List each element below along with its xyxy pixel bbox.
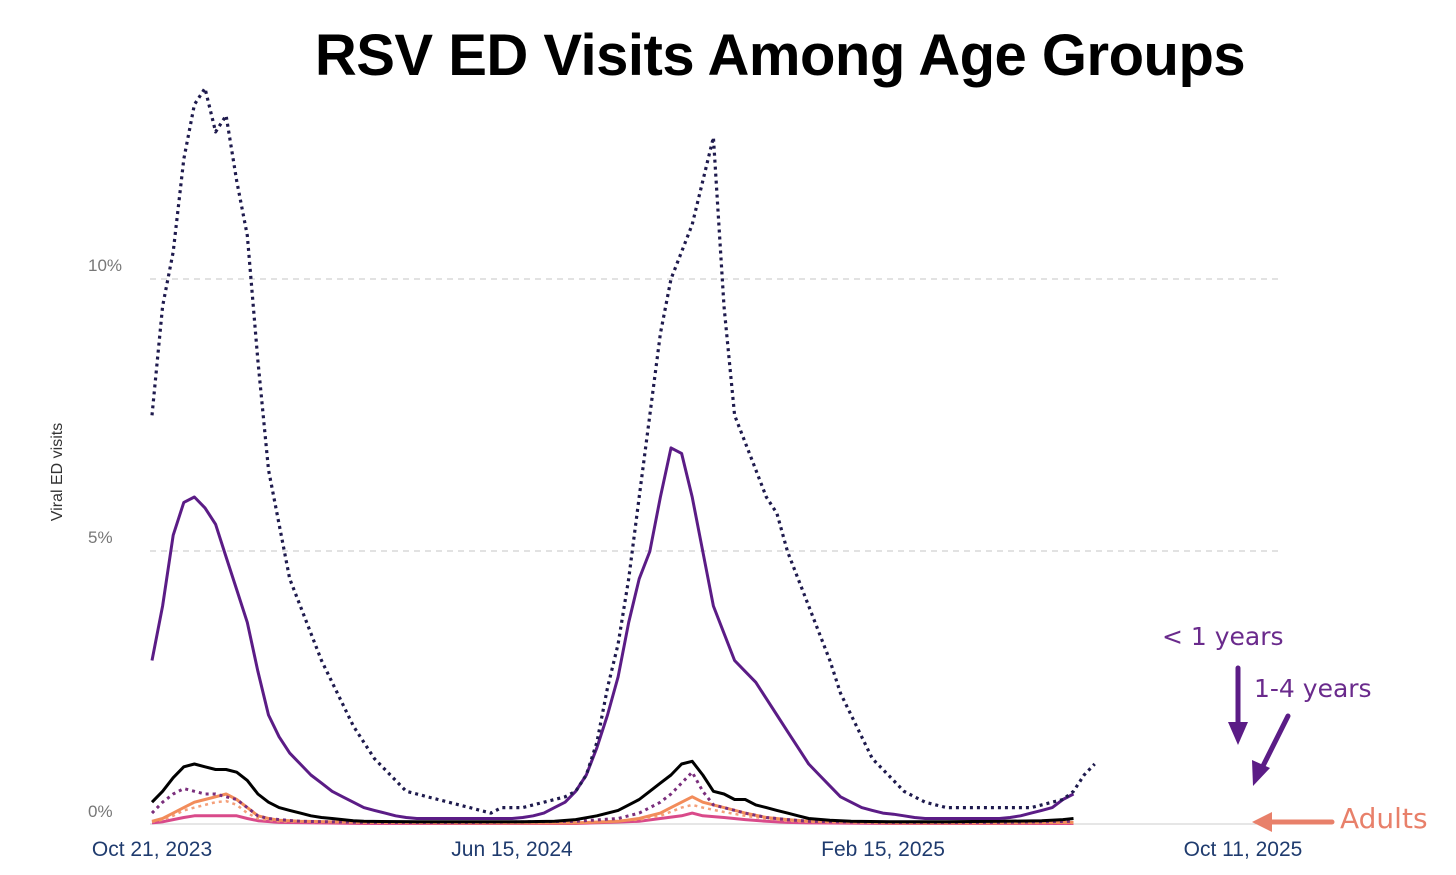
y-tick-label: 10% [88,256,123,275]
x-tick-label: Oct 11, 2025 [1183,838,1303,861]
arrow-adults [1252,812,1335,832]
series-line-1-years [150,86,1096,815]
y-tick-label: 5% [88,528,113,547]
x-tick-label: Oct 21, 2023 [91,838,213,861]
annotation-adults: Adults [1340,802,1428,835]
series-line-1-4-years [150,446,1075,820]
arrow-under-1 [1228,665,1248,745]
y-tick-label: 0% [88,802,113,821]
x-tick-label: Feb 15, 2025 [821,838,945,861]
series-line-5-17-years [150,770,1074,824]
chart-title: RSV ED Visits Among Age Groups [314,23,1246,88]
arrow-1-4 [1252,713,1291,786]
series-line-all-ages [150,759,1074,824]
x-tick-label: Jun 15, 2024 [451,838,573,861]
annotation-1-4: 1-4 years [1254,674,1372,703]
series-layer [150,86,1096,825]
annotation-under-1: < 1 years [1162,622,1284,651]
